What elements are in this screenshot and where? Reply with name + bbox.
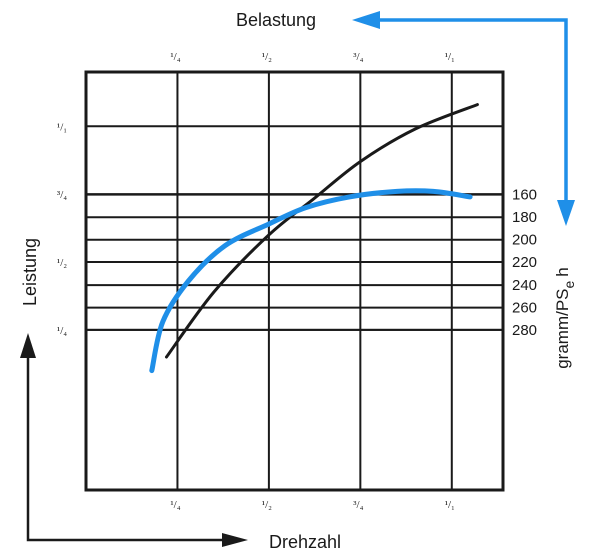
series-layer	[149, 103, 479, 374]
y2-tick-label: 220	[512, 254, 537, 271]
y-tick-label: ¹/₁	[57, 121, 67, 133]
x-tick-label: ¹/₁	[445, 499, 455, 511]
y-tick-label: ³/₄	[57, 189, 67, 201]
x-tick-label: ³/₄	[353, 499, 363, 511]
belastung-arrow-line	[372, 18, 568, 205]
y-tick-label: ¹/₂	[57, 257, 67, 269]
y2-tick-label: 160	[512, 187, 537, 204]
y2-tick-label: 240	[512, 277, 537, 294]
y-tick-label: ¹/₄	[57, 325, 67, 337]
y2-axis-label-suffix: h	[553, 267, 572, 276]
leistung-arrow-head	[20, 333, 36, 358]
plot-frame	[84, 70, 505, 492]
leistung-drehzahl-arrow-line	[26, 355, 224, 542]
belastung-arrow-head-down	[557, 200, 575, 226]
grid	[86, 72, 503, 490]
y2-axis-label-subscript: e	[561, 280, 577, 288]
y-axis-label: Leistung	[20, 238, 40, 306]
x-tick-label: ¹/₂	[262, 499, 272, 511]
top-tick-label: ¹/₄	[170, 51, 180, 63]
y2-tick-label: 280	[512, 322, 537, 339]
top-axis-label: Belastung	[236, 10, 316, 30]
y2-tick-label: 260	[512, 300, 537, 317]
x-tick-label: ¹/₄	[170, 499, 180, 511]
top-tick-label: ³/₄	[353, 51, 363, 63]
y2-tick-label: 180	[512, 209, 537, 226]
y2-tick-label: 200	[512, 232, 537, 249]
x-axis-label: Drehzahl	[269, 532, 341, 552]
belastung-arrow-head-left	[352, 11, 380, 29]
series-line-blue	[149, 188, 473, 374]
series-line-black	[165, 103, 479, 359]
top-tick-label: ¹/₁	[445, 51, 455, 63]
tick-labels: ¹/₄ ¹/₄ ¹/₂ ¹/₂ ³/₄ ³/₄ ¹/₁ ¹/₁ ¹/₄ ¹/₂ ³/₄ ¹/₁ 160 1…	[57, 51, 537, 511]
arrows	[20, 11, 575, 547]
y2-axis-label-main: gramm/PS	[553, 288, 572, 368]
drehzahl-arrow-head	[222, 533, 248, 547]
y2-axis-label: gramm/PSeh	[553, 267, 577, 369]
top-tick-label: ¹/₂	[262, 51, 272, 63]
